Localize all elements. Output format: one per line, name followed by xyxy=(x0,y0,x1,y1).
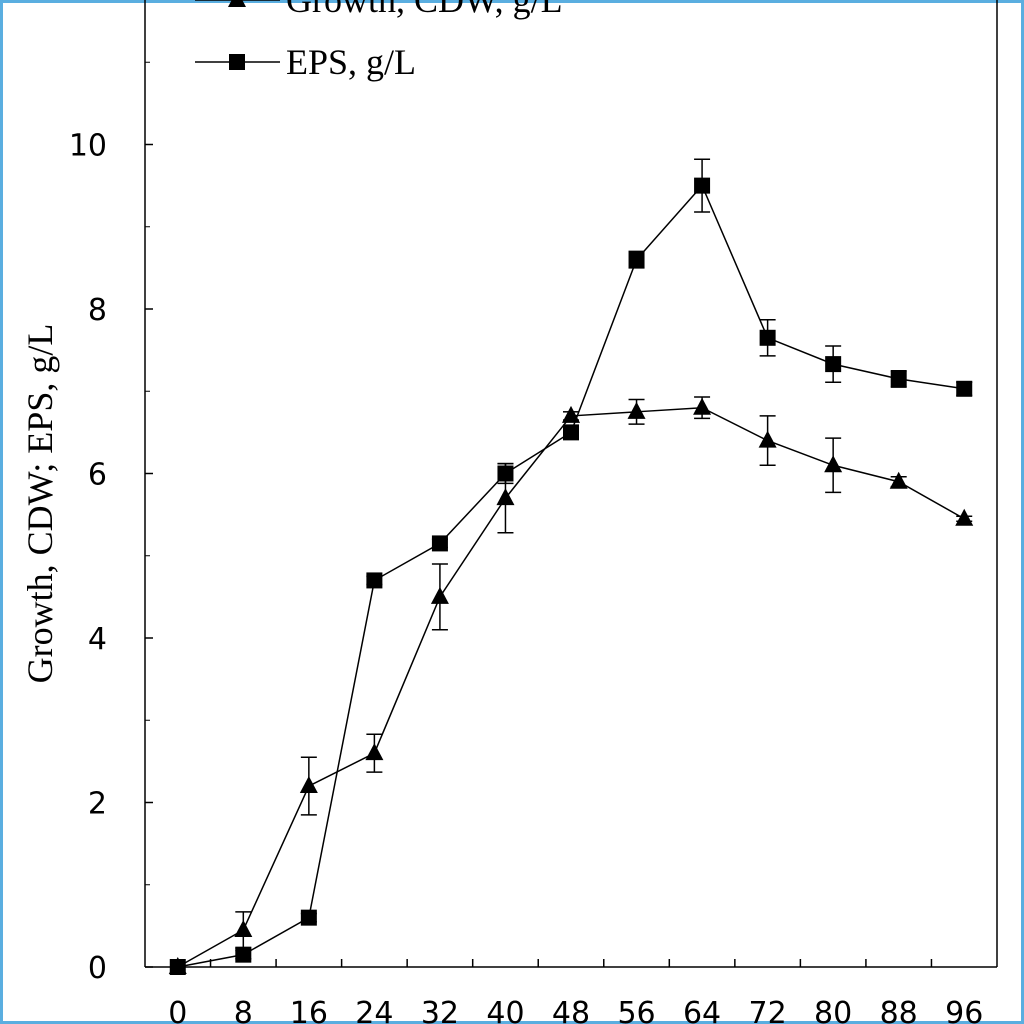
x-tick-label: 72 xyxy=(749,996,787,1024)
x-tick-label: 0 xyxy=(168,996,187,1024)
x-tick-label: 96 xyxy=(945,996,983,1024)
eps-point xyxy=(628,251,645,268)
y-tick-label: 8 xyxy=(88,293,107,328)
eps-point xyxy=(235,946,252,963)
legend-square-marker xyxy=(229,54,245,70)
x-tick-label: 8 xyxy=(234,996,253,1024)
eps-point xyxy=(890,370,907,387)
growth-point xyxy=(824,455,843,473)
eps-point xyxy=(169,959,186,975)
y-tick-label: 0 xyxy=(88,951,107,986)
growth-point xyxy=(889,471,908,489)
eps-point xyxy=(759,329,776,346)
y-tick-label: 2 xyxy=(88,787,107,822)
y-tick-label: 6 xyxy=(88,458,107,493)
growth-point xyxy=(299,776,318,794)
y-axis-title: Growth, CDW; EPS, g/L xyxy=(20,324,60,684)
y-tick-label: 10 xyxy=(69,129,107,164)
growth-point xyxy=(627,401,646,419)
growth-series-line xyxy=(177,406,965,968)
growth-point xyxy=(365,743,384,761)
x-tick-label: 40 xyxy=(486,996,524,1024)
eps-point xyxy=(366,572,383,589)
y-tick-label: 4 xyxy=(88,622,107,657)
x-tick-label: 48 xyxy=(552,996,590,1024)
eps-point xyxy=(563,424,579,441)
growth-legend-label: Growth, CDW, g/L xyxy=(286,0,563,20)
eps-point xyxy=(825,356,842,373)
x-tick-label: 32 xyxy=(421,996,459,1024)
x-tick-label: 64 xyxy=(683,996,721,1024)
x-tick-label: 88 xyxy=(880,996,918,1024)
eps-point xyxy=(300,909,317,926)
eps-legend-label: EPS, g/L xyxy=(286,42,416,82)
growth-point xyxy=(693,397,712,415)
x-tick-label: 80 xyxy=(814,996,852,1024)
growth-point xyxy=(234,919,253,937)
eps-point xyxy=(694,177,711,194)
growth-point xyxy=(430,586,449,604)
growth-point xyxy=(758,430,777,448)
x-tick-label: 56 xyxy=(617,996,655,1024)
eps-series-line xyxy=(177,184,965,968)
eps-point xyxy=(956,380,973,397)
eps-point xyxy=(497,465,514,482)
x-tick-label: 16 xyxy=(290,996,328,1024)
growth-point xyxy=(496,488,515,506)
growth-point xyxy=(955,508,974,526)
eps-point xyxy=(431,535,448,552)
x-tick-label: 24 xyxy=(355,996,393,1024)
legend-triangle-marker xyxy=(228,0,246,7)
